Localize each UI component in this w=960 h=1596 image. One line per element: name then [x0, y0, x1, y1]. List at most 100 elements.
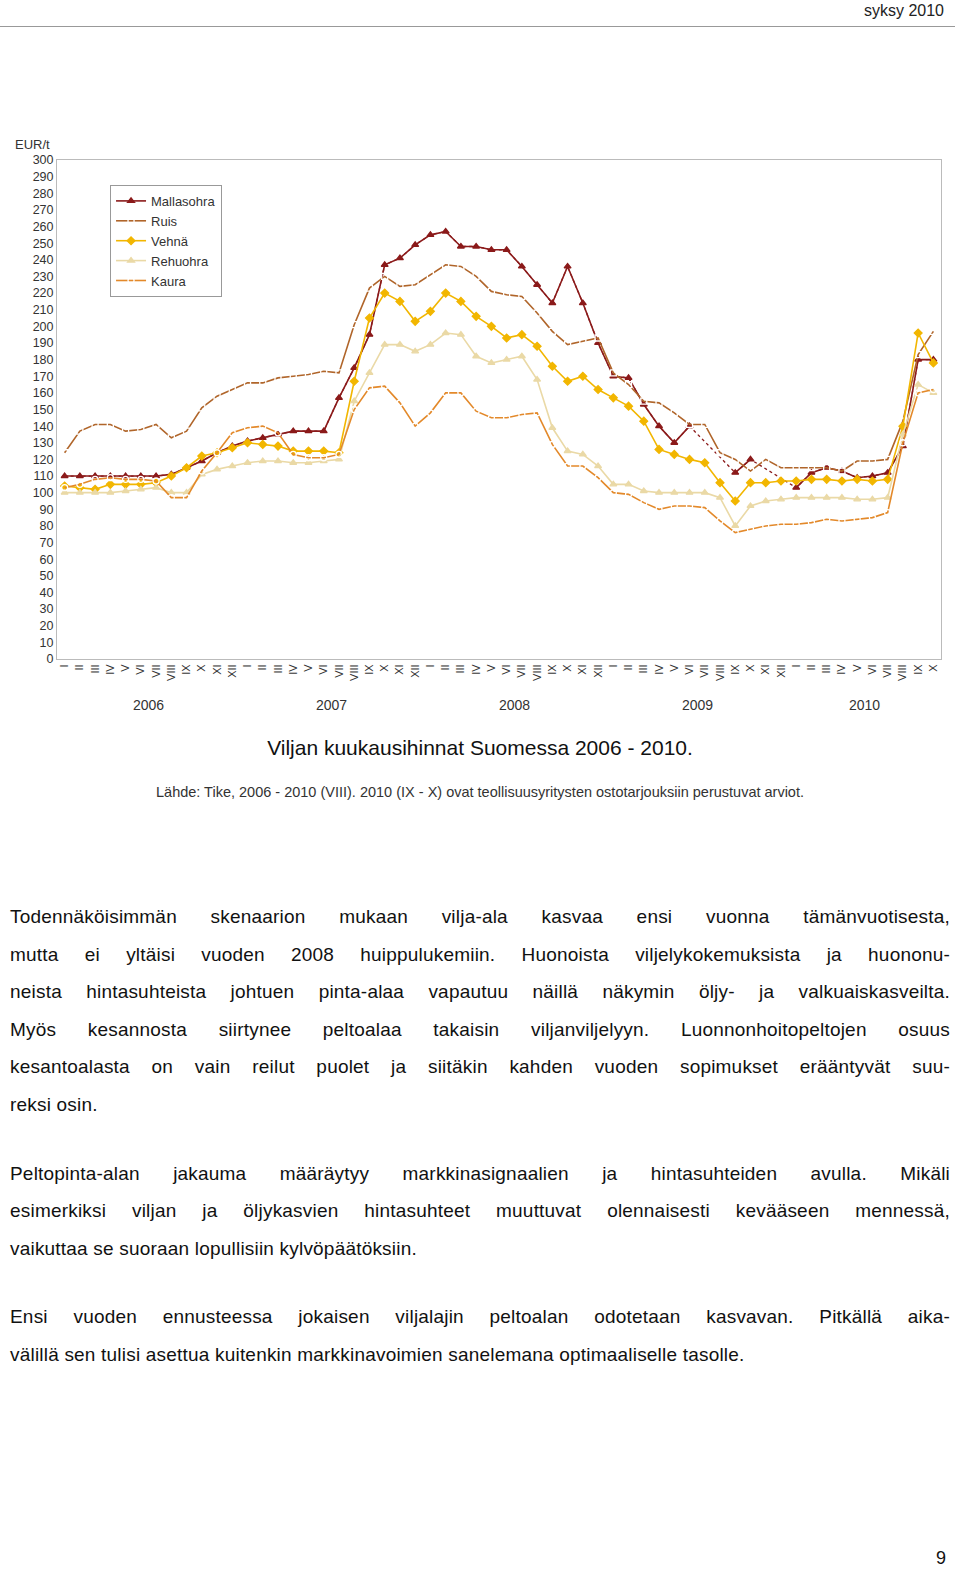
svg-text:60: 60	[40, 553, 54, 567]
svg-text:III: III	[454, 664, 466, 673]
svg-text:IX: IX	[729, 664, 741, 675]
svg-text:II: II	[256, 664, 268, 670]
svg-text:240: 240	[33, 253, 54, 267]
svg-text:VIII: VIII	[348, 664, 360, 681]
svg-text:300: 300	[33, 153, 54, 167]
svg-text:XI: XI	[211, 664, 223, 674]
svg-text:VIII: VIII	[896, 664, 908, 681]
svg-text:280: 280	[33, 187, 54, 201]
svg-text:EUR/t: EUR/t	[15, 137, 50, 152]
svg-text:II: II	[805, 664, 817, 670]
svg-text:2007: 2007	[316, 697, 347, 713]
svg-text:III: III	[272, 664, 284, 673]
svg-text:XI: XI	[576, 664, 588, 674]
svg-text:VIII: VIII	[165, 664, 177, 681]
svg-text:180: 180	[33, 353, 54, 367]
svg-text:2009: 2009	[682, 697, 713, 713]
svg-text:Mallasohra: Mallasohra	[151, 194, 215, 209]
svg-text:10: 10	[40, 636, 54, 650]
svg-text:XII: XII	[226, 664, 238, 677]
svg-text:V: V	[851, 664, 863, 672]
svg-text:50: 50	[40, 569, 54, 583]
svg-text:I: I	[424, 664, 436, 667]
svg-text:70: 70	[40, 536, 54, 550]
svg-text:VI: VI	[866, 664, 878, 674]
svg-text:VII: VII	[698, 664, 710, 677]
svg-text:250: 250	[33, 237, 54, 251]
svg-text:40: 40	[40, 586, 54, 600]
svg-text:IV: IV	[470, 664, 482, 675]
svg-text:VII: VII	[333, 664, 345, 677]
svg-text:I: I	[790, 664, 802, 667]
svg-text:III: III	[89, 664, 101, 673]
svg-text:Rehuohra: Rehuohra	[151, 254, 209, 269]
svg-text:IV: IV	[287, 664, 299, 675]
svg-text:X: X	[927, 664, 939, 672]
svg-text:200: 200	[33, 320, 54, 334]
svg-text:Vehnä: Vehnä	[151, 234, 189, 249]
svg-text:120: 120	[33, 453, 54, 467]
svg-text:VII: VII	[881, 664, 893, 677]
svg-text:X: X	[561, 664, 573, 672]
svg-text:V: V	[668, 664, 680, 672]
svg-text:XI: XI	[394, 664, 406, 674]
svg-text:170: 170	[33, 370, 54, 384]
svg-text:II: II	[73, 664, 85, 670]
svg-text:130: 130	[33, 436, 54, 450]
svg-text:I: I	[241, 664, 253, 667]
svg-text:VII: VII	[150, 664, 162, 677]
svg-text:III: III	[637, 664, 649, 673]
svg-text:30: 30	[40, 602, 54, 616]
svg-text:VI: VI	[683, 664, 695, 674]
svg-text:Ruis: Ruis	[151, 214, 178, 229]
svg-text:X: X	[378, 664, 390, 672]
svg-text:110: 110	[34, 469, 54, 483]
svg-text:260: 260	[33, 220, 54, 234]
svg-text:IX: IX	[546, 664, 558, 675]
svg-text:X: X	[195, 664, 207, 672]
svg-text:XII: XII	[409, 664, 421, 677]
svg-text:230: 230	[33, 270, 54, 284]
svg-text:V: V	[485, 664, 497, 672]
svg-text:VI: VI	[134, 664, 146, 674]
svg-text:V: V	[119, 664, 131, 672]
svg-text:VI: VI	[317, 664, 329, 674]
svg-text:I: I	[607, 664, 619, 667]
svg-text:290: 290	[33, 170, 54, 184]
svg-text:XII: XII	[592, 664, 604, 677]
svg-text:150: 150	[33, 403, 54, 417]
svg-text:VI: VI	[500, 664, 512, 674]
svg-text:210: 210	[33, 303, 54, 317]
svg-text:270: 270	[33, 203, 54, 217]
svg-text:II: II	[622, 664, 634, 670]
svg-text:III: III	[820, 664, 832, 673]
svg-text:IX: IX	[912, 664, 924, 675]
svg-text:20: 20	[40, 619, 54, 633]
svg-text:220: 220	[33, 286, 54, 300]
svg-text:IX: IX	[180, 664, 192, 675]
svg-text:II: II	[439, 664, 451, 670]
svg-text:2008: 2008	[499, 697, 530, 713]
svg-text:VII: VII	[515, 664, 527, 677]
svg-text:X: X	[744, 664, 756, 672]
svg-text:0: 0	[47, 652, 54, 666]
svg-text:90: 90	[40, 503, 54, 517]
svg-text:IV: IV	[653, 664, 665, 675]
svg-text:140: 140	[33, 420, 54, 434]
svg-text:IX: IX	[363, 664, 375, 675]
svg-text:IV: IV	[836, 664, 848, 675]
svg-text:VIII: VIII	[531, 664, 543, 681]
svg-text:XI: XI	[759, 664, 771, 674]
svg-text:100: 100	[33, 486, 54, 500]
svg-text:XII: XII	[775, 664, 787, 677]
svg-text:IV: IV	[104, 664, 116, 675]
svg-text:2010: 2010	[849, 697, 880, 713]
svg-text:V: V	[302, 664, 314, 672]
svg-text:190: 190	[33, 336, 54, 350]
svg-text:VIII: VIII	[714, 664, 726, 681]
svg-text:2006: 2006	[133, 697, 164, 713]
svg-text:160: 160	[33, 386, 54, 400]
svg-text:I: I	[58, 664, 70, 667]
svg-text:Kaura: Kaura	[151, 274, 186, 289]
svg-text:80: 80	[40, 519, 54, 533]
